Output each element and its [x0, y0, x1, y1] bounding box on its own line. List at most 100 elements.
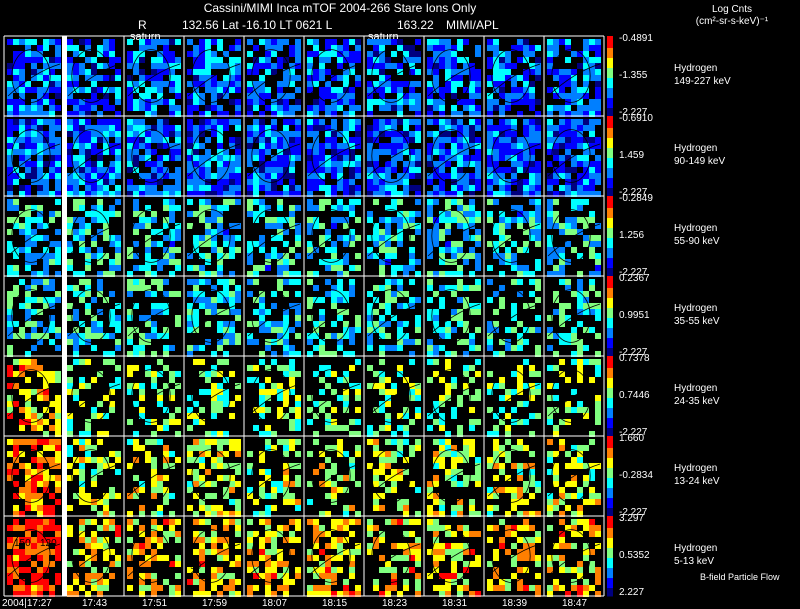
heatmap-cell	[487, 143, 493, 149]
heatmap-cell	[205, 235, 211, 241]
heatmap-cell	[31, 173, 37, 179]
heatmap-cell	[529, 223, 535, 229]
heatmap-cell	[475, 279, 481, 285]
heatmap-cell	[367, 339, 373, 345]
heatmap-cell	[595, 333, 601, 339]
heatmap-cell	[67, 419, 73, 425]
heatmap-cell	[451, 51, 457, 57]
heatmap-cell	[109, 241, 115, 247]
heatmap-cell	[493, 173, 499, 179]
heatmap-cell	[145, 555, 151, 561]
heatmap-cell	[337, 279, 343, 285]
colorbar-segment	[607, 208, 613, 211]
heatmap-cell	[205, 81, 211, 87]
heatmap-cell	[31, 359, 37, 365]
heatmap-cell	[343, 371, 349, 377]
heatmap-cell	[79, 111, 85, 117]
heatmap-cell	[145, 561, 151, 567]
contour-line	[11, 529, 51, 583]
heatmap-cell	[133, 51, 139, 57]
heatmap-cell	[517, 445, 523, 451]
heatmap-cell	[103, 143, 109, 149]
heatmap-cell	[523, 149, 529, 155]
heatmap-cell	[385, 389, 391, 395]
heatmap-cell	[427, 253, 433, 259]
heatmap-cell	[247, 469, 253, 475]
heatmap-cell	[31, 493, 37, 499]
heatmap-cell	[103, 463, 109, 469]
heatmap-cell	[199, 279, 205, 285]
colorbar-segment	[607, 154, 613, 157]
heatmap-cell	[433, 81, 439, 87]
heatmap-cell	[49, 525, 55, 531]
heatmap-cell	[253, 149, 259, 155]
heatmap-cell	[415, 137, 421, 143]
heatmap-cell	[577, 401, 583, 407]
colorbar-segment	[607, 300, 613, 303]
heatmap-cell	[331, 537, 337, 543]
heatmap-cell	[217, 327, 223, 333]
heatmap-cell	[445, 247, 451, 253]
heatmap-cell	[415, 543, 421, 549]
heatmap-cell	[553, 309, 559, 315]
heatmap-cell	[283, 327, 289, 333]
heatmap-cell	[13, 567, 19, 573]
heatmap-cell	[439, 105, 445, 111]
heatmap-cell	[565, 303, 571, 309]
heatmap-cell	[535, 191, 541, 197]
heatmap-cell	[463, 259, 469, 265]
heatmap-cell	[73, 573, 79, 579]
heatmap-cell	[91, 413, 97, 419]
heatmap-cell	[415, 591, 421, 597]
heatmap-cell	[277, 265, 283, 271]
heatmap-cell	[223, 111, 229, 117]
heatmap-cell	[529, 371, 535, 377]
heatmap-cell	[505, 425, 511, 431]
heatmap-cell	[187, 211, 193, 217]
heatmap-cell	[553, 179, 559, 185]
heatmap-cell	[157, 173, 163, 179]
heatmap-cell	[493, 321, 499, 327]
heatmap-cell	[313, 525, 319, 531]
heatmap-cell	[457, 173, 463, 179]
heatmap-cell	[559, 39, 565, 45]
heatmap-cell	[469, 119, 475, 125]
colorbar-segment	[607, 354, 613, 357]
heatmap-cell	[325, 191, 331, 197]
heatmap-cell	[547, 327, 553, 333]
heatmap-cell	[169, 389, 175, 395]
heatmap-cell	[577, 119, 583, 125]
heatmap-cell	[253, 309, 259, 315]
heatmap-cell	[493, 425, 499, 431]
heatmap-cell	[43, 259, 49, 265]
heatmap-cell	[553, 475, 559, 481]
heatmap-cell	[313, 39, 319, 45]
heatmap-cell	[589, 279, 595, 285]
heatmap-cell	[289, 519, 295, 525]
heatmap-cell	[595, 173, 601, 179]
heatmap-cell	[115, 469, 121, 475]
heatmap-cell	[463, 149, 469, 155]
heatmap-cell	[55, 333, 61, 339]
colorbar-segment	[607, 186, 613, 189]
heatmap-cell	[373, 493, 379, 499]
heatmap-cell	[313, 205, 319, 211]
heatmap-cell	[355, 359, 361, 365]
heatmap-cell	[175, 111, 181, 117]
heatmap-cell	[349, 99, 355, 105]
heatmap-cell	[385, 303, 391, 309]
heatmap-cell	[217, 119, 223, 125]
heatmap-cell	[343, 591, 349, 597]
heatmap-cell	[79, 229, 85, 235]
field-line	[547, 143, 601, 177]
heatmap-cell	[379, 185, 385, 191]
heatmap-cell	[547, 105, 553, 111]
heatmap-cell	[157, 99, 163, 105]
field-line	[7, 303, 61, 337]
heatmap-cell	[415, 561, 421, 567]
heatmap-cell	[469, 185, 475, 191]
heatmap-cell	[193, 519, 199, 525]
heatmap-cell	[553, 51, 559, 57]
heatmap-cell	[7, 351, 13, 357]
heatmap-cell	[433, 143, 439, 149]
